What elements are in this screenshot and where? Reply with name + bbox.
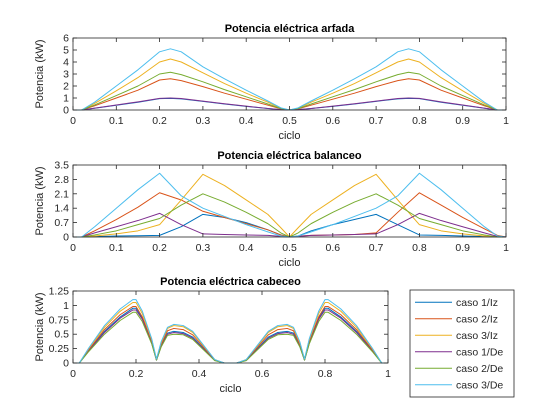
charts-layer: 0 0.1 0.2 0.3 0.4 0.5 0.6 0.7 0.8 0.9 10123456Pote… [34, 23, 509, 395]
x-tick-label: 0 [70, 368, 76, 380]
subplot-1: 0 0.1 0.2 0.3 0.4 0.5 0.6 0.7 0.8 0.9 10123456Pote… [34, 23, 509, 142]
x-tick-label: 0.6 [325, 242, 340, 254]
chart-title: Potencia eléctrica balanceo [217, 150, 362, 162]
x-tick-label: 0.2 [152, 242, 167, 254]
y-tick-label: 3 [63, 69, 69, 81]
x-tick-label: 0.4 [239, 115, 254, 127]
legend-label-4: caso 1/De [456, 346, 503, 358]
x-tick-label: 0.1 [109, 242, 124, 254]
x-tick-label: 0.6 [255, 368, 270, 380]
y-tick-label: 0 [63, 105, 69, 117]
y-tick-label: 4 [63, 57, 69, 69]
y-tick-label: 6 [63, 33, 69, 45]
x-tick-label: 0.3 [196, 115, 211, 127]
y-tick-label: 0 [63, 358, 69, 370]
y-tick-label: 0 [63, 232, 69, 244]
y-tick-label: 2.1 [54, 188, 69, 200]
x-axis-label: ciclo [278, 257, 300, 269]
x-tick-label: 0.9 [455, 242, 470, 254]
x-tick-label: 1 [503, 115, 509, 127]
x-tick-label: 0.6 [325, 115, 340, 127]
legend-box [409, 289, 515, 398]
y-tick-label: 5 [63, 45, 69, 57]
x-tick-label: 0 [70, 115, 76, 127]
x-axis-label: ciclo [219, 383, 241, 395]
x-tick-label: 0.1 [109, 115, 124, 127]
x-tick-label: 1 [385, 368, 391, 380]
x-tick-label: 0.8 [318, 368, 333, 380]
y-tick-label: 0.25 [49, 343, 70, 355]
y-axis-label: Potencia (kW) [34, 292, 46, 361]
x-tick-label: 0 [70, 242, 76, 254]
legend: caso 1/Iz caso 2/Iz caso 3/Iz caso 1/De caso… [409, 289, 515, 398]
y-tick-label: 0.7 [54, 217, 69, 229]
legend-label-6: caso 3/De [456, 379, 503, 391]
x-tick-label: 1 [503, 242, 509, 254]
x-tick-label: 0.3 [196, 242, 211, 254]
x-tick-label: 0.5 [282, 242, 297, 254]
y-tick-label: 1 [63, 93, 69, 105]
y-tick-label: 0.5 [54, 329, 69, 341]
subplot-3: 0 0.2 0.4 0.6 0.8 100.250.50.7511.25Potencia … [34, 276, 391, 395]
x-tick-label: 0.7 [369, 115, 384, 127]
x-tick-label: 0.8 [412, 242, 427, 254]
x-tick-label: 0.2 [152, 115, 167, 127]
x-tick-label: 0.4 [192, 368, 207, 380]
x-tick-label: 0.2 [129, 368, 144, 380]
legend-label-1: caso 1/Iz [456, 297, 498, 309]
y-tick-label: 3.5 [54, 160, 69, 172]
y-tick-label: 2.8 [54, 174, 69, 186]
x-axis-label: ciclo [278, 130, 300, 142]
axes-box [72, 290, 389, 364]
chart-title: Potencia eléctrica cabeceo [160, 276, 301, 288]
y-tick-label: 0.75 [49, 314, 70, 326]
chart-title: Potencia eléctrica arfada [225, 23, 356, 35]
y-tick-label: 2 [63, 81, 69, 93]
legend-label-3: caso 3/Iz [456, 330, 498, 342]
y-tick-label: 1 [63, 300, 69, 312]
x-tick-label: 0.4 [239, 242, 254, 254]
x-tick-label: 0.5 [282, 115, 297, 127]
x-tick-label: 0.8 [412, 115, 427, 127]
y-tick-label: 1.25 [49, 286, 70, 298]
y-tick-label: 1.4 [54, 203, 69, 215]
subplot-2: 0 0.1 0.2 0.3 0.4 0.5 0.6 0.7 0.8 0.9 1 0 0.7 1.4 2.1 2… [34, 150, 509, 269]
legend-label-5: caso 2/De [456, 363, 503, 375]
legend-label-2: caso 2/Iz [456, 313, 498, 325]
x-tick-label: 0.9 [455, 115, 470, 127]
y-axis-label: Potencia (kW) [34, 166, 46, 235]
y-axis-label: Potencia (kW) [34, 39, 46, 108]
x-tick-label: 0.7 [369, 242, 384, 254]
